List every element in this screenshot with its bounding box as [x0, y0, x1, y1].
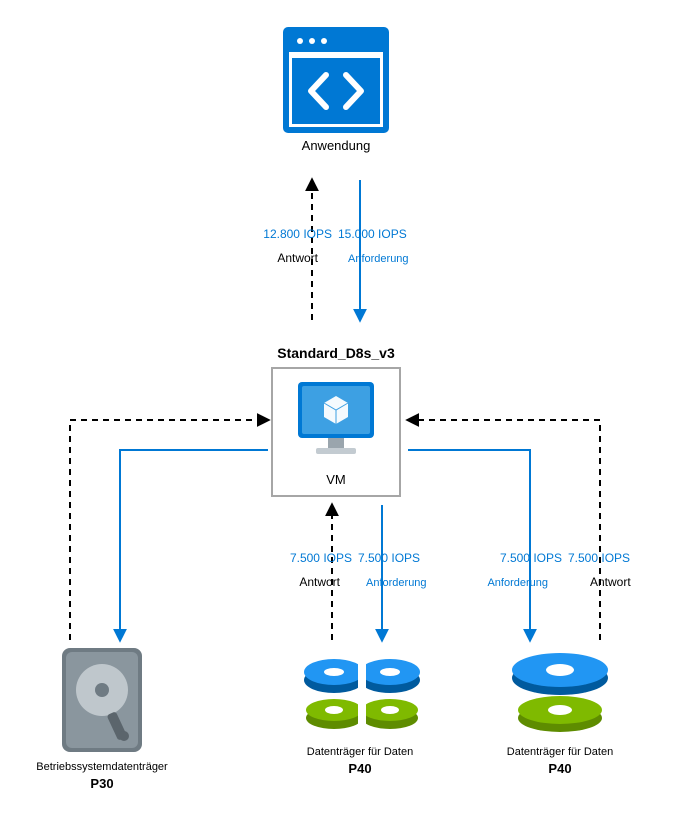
d1-anforderung-iops: 7.500 IOPS: [358, 551, 420, 565]
app-anforderung-iops: 15.000 IOPS: [338, 227, 407, 241]
vm-title: Standard_D8s_v3: [277, 345, 395, 361]
os-disk-icon: [62, 648, 142, 752]
data-disk-1-sub: P40: [348, 761, 371, 776]
d2-antwort-label: Antwort: [590, 575, 631, 589]
d1-antwort-iops: 7.500 IOPS: [290, 551, 352, 565]
conn-d2-blue: [408, 450, 530, 640]
data-disk-2-sub: P40: [548, 761, 571, 776]
app-label: Anwendung: [302, 138, 371, 153]
conn-osdisk-blue: [120, 450, 268, 640]
data-disk-1-label: Datenträger für Daten: [307, 746, 413, 758]
conn-d2-black: [408, 420, 600, 640]
d1-anforderung-label: Anforderung: [366, 577, 427, 589]
os-disk-sub: P30: [90, 776, 113, 791]
data-disk-1-icon: [304, 655, 420, 733]
svg-text:VM: VM: [326, 472, 346, 487]
d1-antwort-label: Antwort: [299, 575, 340, 589]
d2-anforderung-label: Anforderung: [487, 577, 548, 589]
conn-osdisk-black: [70, 420, 268, 640]
app-icon: [286, 30, 386, 130]
app-antwort-iops: 12.800 IOPS: [263, 227, 332, 241]
vm-box: VM: [272, 368, 400, 496]
data-disk-2-label: Datenträger für Daten: [507, 746, 613, 758]
d2-antwort-iops: 7.500 IOPS: [568, 551, 630, 565]
app-anforderung-label: Anforderung: [348, 253, 409, 265]
os-disk-label: Betriebssystemdatenträger: [36, 761, 168, 773]
d2-anforderung-iops: 7.500 IOPS: [500, 551, 562, 565]
app-antwort-label: Antwort: [277, 251, 318, 265]
data-disk-2-icon: [512, 653, 608, 732]
